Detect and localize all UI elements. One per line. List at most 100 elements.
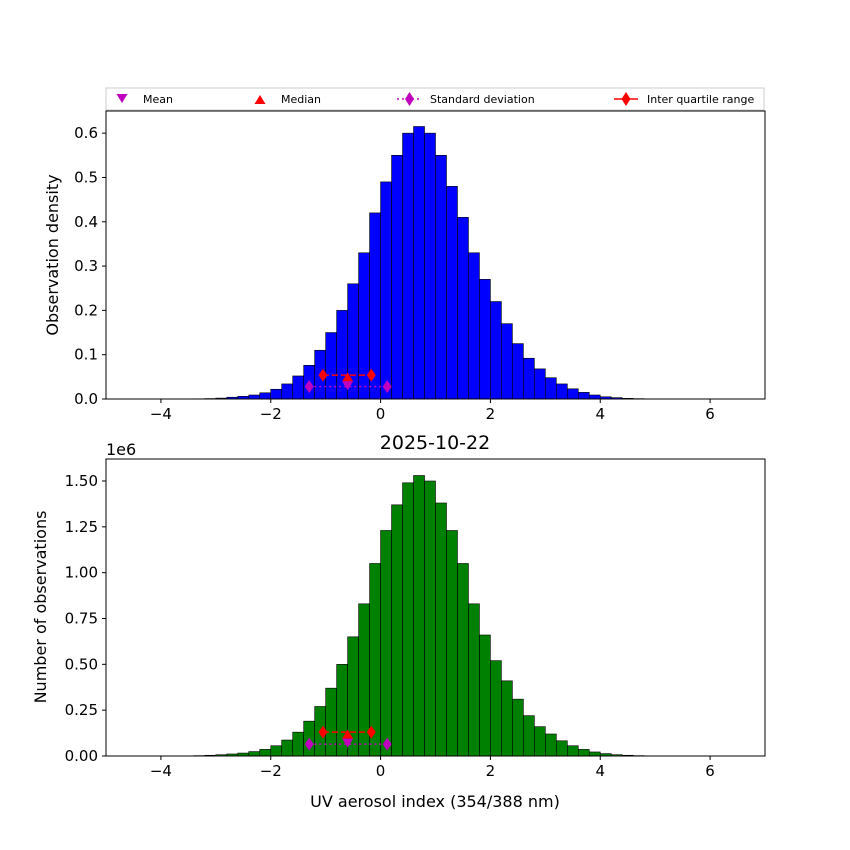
count-x-tick-label: 6 xyxy=(705,762,715,780)
count-bar xyxy=(292,731,305,757)
count-bar xyxy=(534,726,546,757)
density-bar xyxy=(479,279,491,400)
density-statistics xyxy=(304,368,392,394)
density-y-ticks: 0.0 0.1 0.2 0.3 0.4 0.5 0.6 xyxy=(74,124,106,408)
count-x-label: UV aerosol index (354/388 nm) xyxy=(310,792,560,811)
density-bar xyxy=(577,392,590,400)
count-std-low-marker xyxy=(304,737,314,751)
density-iqr-high-marker xyxy=(366,368,376,382)
count-bar xyxy=(556,740,568,757)
density-bar xyxy=(545,377,557,400)
count-bar xyxy=(391,504,403,757)
count-bar xyxy=(479,634,491,757)
count-title: 2025-10-22 xyxy=(380,432,490,454)
count-x-tick-label: 2 xyxy=(486,762,496,780)
count-x-tick-label: 4 xyxy=(595,762,605,780)
count-x-ticks: −4 −2 0 2 4 6 xyxy=(150,756,715,780)
count-bar xyxy=(325,687,337,757)
count-bar xyxy=(402,482,414,757)
legend-median-label: Median xyxy=(281,93,321,106)
count-scale-label: 1e6 xyxy=(106,440,136,459)
count-y-ticks: 0.00 0.25 0.50 0.75 1.00 1.25 1.50 xyxy=(65,472,106,765)
density-bar xyxy=(270,388,283,400)
legend-median-marker xyxy=(254,95,266,104)
count-y-tick-label: 0.00 xyxy=(65,747,98,765)
density-bar xyxy=(501,323,513,400)
count-y-tick-label: 1.00 xyxy=(65,564,98,582)
count-bar xyxy=(457,563,469,757)
density-bar xyxy=(523,357,535,400)
count-x-tick-label: 0 xyxy=(376,762,386,780)
density-bar xyxy=(358,252,370,400)
count-bar xyxy=(270,745,283,757)
density-x-tick-label: 4 xyxy=(595,405,605,423)
density-bar xyxy=(446,186,458,400)
density-bar xyxy=(292,375,305,400)
count-y-label: Number of observations xyxy=(31,511,50,704)
density-y-tick-label: 0.2 xyxy=(74,301,98,319)
legend-std-label: Standard deviation xyxy=(430,93,535,106)
density-std-low-marker xyxy=(304,380,314,394)
count-bar xyxy=(588,751,601,757)
density-bar xyxy=(325,332,337,400)
density-bar xyxy=(248,394,261,400)
density-bar xyxy=(512,343,524,400)
density-bar xyxy=(424,132,436,400)
density-bar xyxy=(534,368,546,400)
count-bar xyxy=(424,480,436,757)
density-panel: −4 −2 0 2 4 6 0.0 0.1 0.2 0.3 0.4 0.5 0.6 Observati… xyxy=(43,110,766,423)
count-iqr-low-marker xyxy=(318,725,328,739)
density-median-marker xyxy=(342,372,354,382)
count-iqr-high-marker xyxy=(366,725,376,739)
count-bar xyxy=(435,502,447,757)
count-y-tick-label: 0.75 xyxy=(65,610,98,628)
density-bars xyxy=(193,126,645,400)
density-bar xyxy=(556,383,568,400)
count-bar xyxy=(566,745,579,757)
density-x-tick-label: 2 xyxy=(486,405,496,423)
legend: Mean Median Standard deviation Inter qua… xyxy=(105,87,765,111)
density-bar xyxy=(490,301,502,400)
count-bar xyxy=(545,733,557,757)
density-x-ticks: −4 −2 0 2 4 6 xyxy=(150,399,715,423)
count-bar xyxy=(413,475,425,757)
density-y-label: Observation density xyxy=(43,174,62,335)
density-axes-frame xyxy=(105,110,766,400)
count-bar xyxy=(248,751,261,757)
density-bar xyxy=(281,383,294,400)
density-bar xyxy=(391,155,403,400)
density-y-tick-label: 0.6 xyxy=(74,124,98,142)
count-statistics xyxy=(304,725,392,751)
count-bar xyxy=(501,680,513,757)
legend-frame xyxy=(105,87,765,111)
legend-std-marker xyxy=(405,92,414,106)
count-bar xyxy=(281,739,294,757)
density-y-tick-label: 0.4 xyxy=(74,213,98,231)
count-panel: 2025-10-22 1e6 −4 −2 0 2 4 6 0.00 0.25 0.50 0.75… xyxy=(31,432,766,811)
density-bar xyxy=(588,394,601,400)
density-iqr-low-marker xyxy=(318,368,328,382)
density-std-high-marker xyxy=(382,380,392,394)
density-x-tick-label: −2 xyxy=(260,405,282,423)
legend-iqr-marker xyxy=(621,92,631,106)
count-y-tick-label: 0.25 xyxy=(65,701,98,719)
count-bar xyxy=(446,530,458,757)
count-bar xyxy=(468,603,480,757)
density-bar xyxy=(435,155,447,400)
legend-mean-marker xyxy=(116,94,128,103)
count-bar xyxy=(259,749,272,757)
density-bar xyxy=(457,217,469,400)
legend-iqr-label: Inter quartile range xyxy=(647,93,754,106)
density-y-tick-label: 0.5 xyxy=(74,168,98,186)
density-bar xyxy=(259,392,272,400)
density-bar xyxy=(468,252,480,400)
count-median-marker xyxy=(342,729,354,739)
count-bar xyxy=(490,660,502,757)
count-axes-frame xyxy=(105,458,766,757)
density-x-tick-label: −4 xyxy=(150,405,172,423)
count-bars xyxy=(193,475,645,757)
density-x-tick-label: 0 xyxy=(376,405,386,423)
count-std-high-marker xyxy=(382,737,392,751)
count-y-tick-label: 1.25 xyxy=(65,518,98,536)
